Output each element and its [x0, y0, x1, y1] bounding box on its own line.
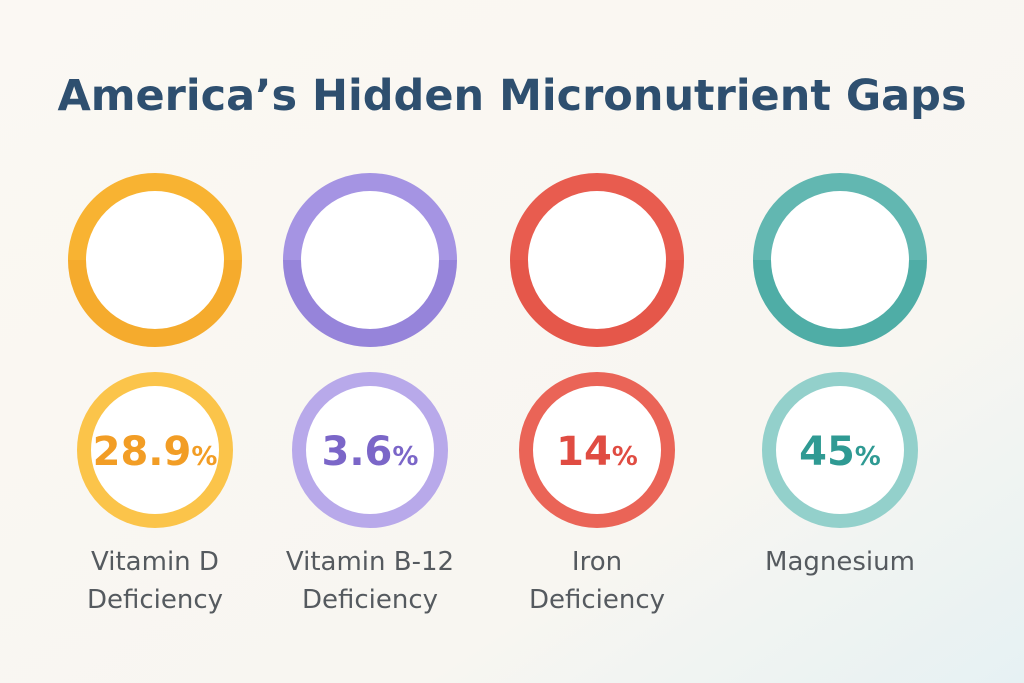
stat-label: Deficiency: [87, 585, 223, 615]
stat-ring: [292, 372, 448, 528]
icon-ring: [283, 173, 457, 347]
stat-label: Vitamin B-12: [286, 547, 454, 577]
icon-ring-shade: [68, 259, 242, 347]
stat-value: 28.9%: [93, 429, 218, 475]
stat-ring: [762, 372, 918, 528]
icon-ring: [68, 173, 242, 347]
stat-value: 3.6%: [322, 429, 419, 475]
stat-number: 28.9: [93, 429, 192, 475]
title: America’s Hidden Micronutrient Gaps: [57, 71, 966, 121]
stat-ring: [77, 372, 233, 528]
stat-ring: [519, 372, 675, 528]
icon-ring: [753, 173, 927, 347]
stat-label: Iron: [572, 547, 622, 577]
stat-unit: %: [612, 442, 638, 472]
stat-label: Deficiency: [529, 585, 665, 615]
stat-value: 45%: [799, 429, 881, 475]
icon-ring: [510, 173, 684, 347]
icon-ring-shade: [753, 259, 927, 347]
stat-number: 3.6: [322, 429, 393, 475]
stat-label: Deficiency: [302, 585, 438, 615]
stat-label: Magnesium: [765, 547, 915, 577]
stat-unit: %: [855, 442, 881, 472]
stat-unit: %: [191, 442, 217, 472]
stat-number: 14: [556, 429, 612, 475]
stat-unit: %: [392, 442, 418, 472]
stat-label: Vitamin D: [91, 547, 219, 577]
icon-ring-shade: [283, 259, 457, 347]
icon-ring-shade: [510, 259, 684, 347]
stat-number: 45: [799, 429, 855, 475]
stat-value: 14%: [556, 429, 638, 475]
